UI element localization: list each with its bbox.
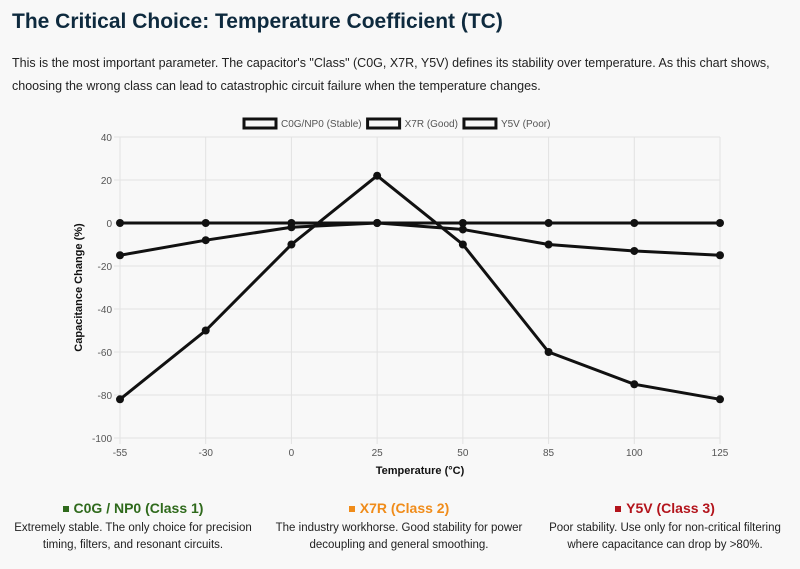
card-title-text: X7R (Class 2): [359, 500, 450, 516]
data-point: [630, 246, 639, 255]
data-point: [373, 219, 382, 227]
card-title: X7R (Class 2): [266, 500, 532, 516]
data-point: [630, 219, 639, 227]
card-x7r: X7R (Class 2) The industry workhorse. Go…: [266, 500, 532, 554]
card-title-text: C0G / NP0 (Class 1): [73, 500, 204, 516]
data-point: [458, 240, 467, 249]
class-cards: C0G / NP0 (Class 1) Extremely stable. Th…: [0, 500, 800, 554]
y-axis-label: Capacitance Change (%): [73, 223, 85, 352]
data-point: [716, 219, 724, 227]
data-point: [544, 348, 553, 356]
legend-swatch: [242, 117, 278, 130]
x-tick-label: -55: [113, 448, 128, 459]
data-point: [373, 171, 382, 180]
card-text: Poor stability. Use only for non-critica…: [549, 522, 781, 551]
x-tick-label: 85: [543, 448, 555, 459]
y-tick-label: 0: [106, 219, 112, 230]
y-tick-label: -80: [98, 391, 113, 402]
x-tick-label: 125: [712, 448, 729, 459]
data-point: [716, 251, 724, 260]
series-line: [119, 221, 721, 257]
legend-label: X7R (Good): [405, 119, 458, 130]
card-text: Extremely stable. The only choice for pr…: [14, 522, 252, 551]
card-text: The industry workhorse. Good stability f…: [275, 522, 523, 551]
green-square-icon: [62, 506, 69, 513]
legend-label: C0G/NP0 (Stable): [281, 119, 362, 130]
data-point: [287, 223, 296, 232]
data-point: [201, 219, 210, 227]
data-point: [458, 225, 467, 234]
y-tick-label: 20: [101, 176, 113, 187]
card-title-text: Y5V (Class 3): [626, 500, 715, 516]
card-c0g: C0G / NP0 (Class 1) Extremely stable. Th…: [0, 500, 266, 554]
series-line: [119, 173, 721, 401]
x-tick-label: 100: [626, 448, 643, 459]
y-tick-label: -20: [98, 262, 113, 273]
tc-line-chart: 40 20 0 -20 -40 -60 -80 -100-55 -30 0 25 50 85 100 125…: [73, 117, 729, 477]
data-point: [630, 380, 639, 389]
legend-swatch: [462, 117, 498, 130]
y-tick-label: 40: [101, 133, 113, 144]
card-title: C0G / NP0 (Class 1): [0, 500, 266, 516]
x-tick-label: 50: [457, 448, 469, 459]
legend-label: Y5V (Poor): [501, 119, 550, 130]
x-tick-label: 0: [289, 448, 295, 459]
data-point: [287, 240, 296, 249]
data-point: [544, 219, 553, 227]
data-point: [201, 326, 210, 335]
y-tick-label: -40: [98, 305, 113, 316]
data-point: [544, 240, 553, 249]
red-square-icon: [615, 506, 622, 513]
y-tick-label: -100: [92, 434, 112, 445]
y-tick-label: -60: [98, 348, 113, 359]
data-point: [116, 219, 124, 227]
data-point: [201, 236, 210, 245]
card-title: Y5V (Class 3): [532, 500, 798, 516]
page-title: The Critical Choice: Temperature Coeffic…: [12, 10, 503, 33]
intro-text: This is the most important parameter. Th…: [12, 56, 770, 93]
x-tick-label: 25: [372, 448, 384, 459]
x-tick-label: -30: [198, 448, 213, 459]
x-axis-label: Temperature (°C): [376, 465, 465, 477]
data-point: [458, 219, 467, 227]
orange-square-icon: [348, 506, 355, 513]
data-point: [716, 395, 724, 404]
card-y5v: Y5V (Class 3) Poor stability. Use only f…: [532, 500, 798, 554]
data-point: [116, 395, 124, 404]
legend-swatch: [366, 117, 402, 130]
data-point: [116, 251, 124, 260]
